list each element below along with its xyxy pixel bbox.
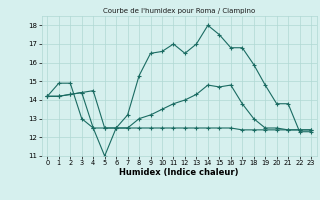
Title: Courbe de l'humidex pour Roma / Ciampino: Courbe de l'humidex pour Roma / Ciampino — [103, 8, 255, 14]
X-axis label: Humidex (Indice chaleur): Humidex (Indice chaleur) — [119, 168, 239, 177]
